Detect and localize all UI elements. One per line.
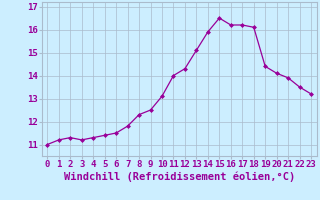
- X-axis label: Windchill (Refroidissement éolien,°C): Windchill (Refroidissement éolien,°C): [64, 172, 295, 182]
